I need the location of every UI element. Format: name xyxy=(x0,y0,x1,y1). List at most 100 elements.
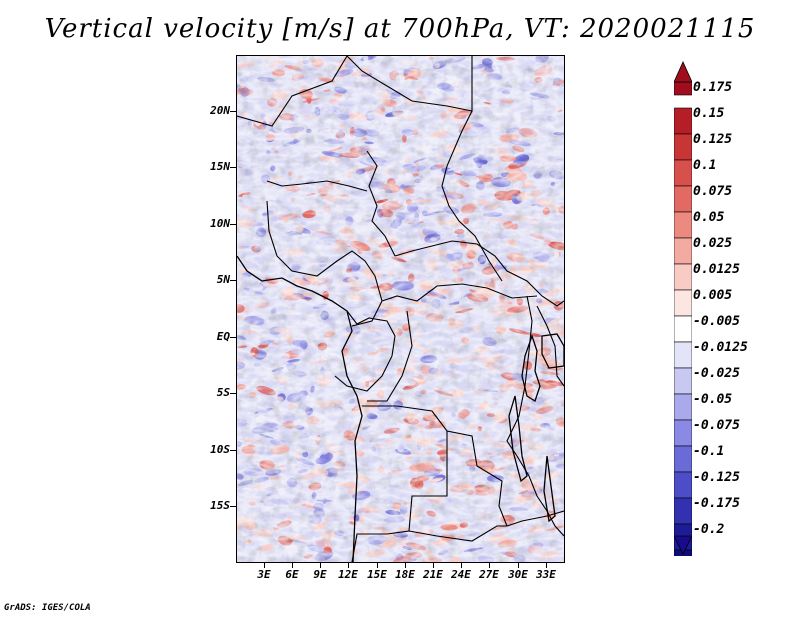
colorbar-label-0025: 0.025 xyxy=(693,236,733,251)
boundary-car-drc xyxy=(381,283,538,302)
colorbar-bottom-arrow xyxy=(674,535,692,555)
y-label-15s: 15S xyxy=(210,499,230,512)
x-tick-24e xyxy=(461,563,462,568)
colorbar-box-5 xyxy=(674,211,692,239)
colorbar-label-neg005: -0.05 xyxy=(693,392,733,407)
boundary-congo-gabon xyxy=(334,310,396,392)
grads-credit: GrADS: IGES/COLA xyxy=(4,603,91,613)
colorbar-box-3 xyxy=(674,159,692,187)
colorbar-label-neg0025: -0.025 xyxy=(693,366,740,381)
colorbar-label-00125: 0.0125 xyxy=(693,262,740,277)
colorbar-box-2 xyxy=(674,133,692,161)
map-panel xyxy=(236,55,565,563)
x-label-18e: 18E xyxy=(395,568,415,581)
colorbar-box-10 xyxy=(674,341,692,369)
colorbar-label-neg0005: -0.005 xyxy=(693,314,740,329)
colorbar-label-neg0125: -0.125 xyxy=(693,470,740,485)
plot-title: Vertical velocity [m/s] at 700hPa, VT: 2… xyxy=(44,14,756,44)
field-texture-dark xyxy=(237,56,564,562)
x-label-24e: 24E xyxy=(451,568,471,581)
y-tick-5s xyxy=(230,393,236,394)
x-label-3e: 3E xyxy=(257,568,271,581)
x-tick-33e xyxy=(546,563,547,568)
boundary-congo-drc xyxy=(367,310,413,402)
boundary-nigeria-cameroon xyxy=(266,200,383,327)
colorbar-box-8 xyxy=(674,289,692,317)
colorbar-box-14 xyxy=(674,445,692,473)
colorbar-box-9 xyxy=(674,315,692,343)
lake-malawi xyxy=(543,455,556,523)
x-label-6e: 6E xyxy=(285,568,299,581)
x-label-12e: 12E xyxy=(338,568,358,581)
x-tick-9e xyxy=(320,563,321,568)
y-tick-10n xyxy=(230,224,236,225)
boundary-car-sudan xyxy=(394,240,564,307)
colorbar-box-13 xyxy=(674,419,692,447)
colorbar-label-neg01: -0.1 xyxy=(693,444,725,459)
colorbar-label-0075: 0.075 xyxy=(693,184,733,199)
boundary-niger-chad xyxy=(366,150,396,257)
boundary-angola-drc xyxy=(362,405,508,527)
boundary-chad-sudan xyxy=(441,110,503,282)
x-tick-3e xyxy=(264,563,265,568)
colorbar-box-12 xyxy=(674,393,692,421)
lake-albert-edward xyxy=(521,333,541,402)
lakes xyxy=(237,255,564,562)
map-canvas xyxy=(237,56,564,562)
x-tick-6e xyxy=(292,563,293,568)
colorbar-top-arrow xyxy=(674,61,692,83)
colorbar xyxy=(674,61,692,556)
colorbar-label-015: 0.15 xyxy=(693,106,725,121)
colorbar-boxes xyxy=(674,81,692,556)
colorbar-box-1 xyxy=(674,107,692,135)
y-tick-eq xyxy=(230,337,236,338)
y-tick-10s xyxy=(230,450,236,451)
y-label-eq: EQ xyxy=(216,330,230,343)
y-label-20n: 20N xyxy=(210,104,230,117)
y-tick-20n xyxy=(230,111,236,112)
colorbar-label-005: 0.05 xyxy=(693,210,725,225)
x-label-21e: 21E xyxy=(423,568,443,581)
x-tick-30e xyxy=(518,563,519,568)
y-label-10n: 10N xyxy=(210,217,230,230)
colorbar-label-neg0175: -0.175 xyxy=(693,496,740,511)
y-label-5n: 5N xyxy=(216,273,230,286)
colorbar-label-neg02: -0.2 xyxy=(693,522,725,537)
x-label-33e: 33E xyxy=(536,568,556,581)
boundary-tanzania-malawi xyxy=(516,455,564,537)
lake-tanganyika xyxy=(508,395,528,483)
y-tick-15n xyxy=(230,167,236,168)
colorbar-label-0005: 0.005 xyxy=(693,288,733,303)
y-tick-5n xyxy=(230,280,236,281)
boundary-niger-nigeria xyxy=(266,180,368,192)
x-tick-21e xyxy=(433,563,434,568)
y-label-15n: 15N xyxy=(210,160,230,173)
colorbar-box-7 xyxy=(674,263,692,291)
x-label-9e: 9E xyxy=(313,568,327,581)
colorbar-box-11 xyxy=(674,367,692,395)
colorbar-box-6 xyxy=(674,237,692,265)
y-label-5s: 5S xyxy=(216,386,230,399)
x-tick-18e xyxy=(405,563,406,568)
colorbar-label-0175: 0.175 xyxy=(693,80,733,95)
colorbar-label-neg00125: -0.0125 xyxy=(693,340,748,355)
colorbar-box-4 xyxy=(674,185,692,213)
colorbar-box-0 xyxy=(674,81,692,96)
x-tick-12e xyxy=(348,563,349,568)
boundary-uganda-kenya xyxy=(536,305,564,387)
colorbar-label-neg0075: -0.075 xyxy=(693,418,740,433)
y-label-10s: 10S xyxy=(210,443,230,456)
colorbar-label-0125: 0.125 xyxy=(693,132,733,147)
x-tick-15e xyxy=(377,563,378,568)
colorbar-box-16 xyxy=(674,497,692,525)
boundary-namibia-zambia xyxy=(408,510,564,542)
x-label-30e: 30E xyxy=(508,568,528,581)
x-tick-27e xyxy=(489,563,490,568)
coastline-west-africa xyxy=(237,255,363,562)
colorbar-box-15 xyxy=(674,471,692,499)
boundary-algeria-libya xyxy=(237,56,348,127)
y-tick-15s xyxy=(230,506,236,507)
lake-victoria xyxy=(541,333,564,369)
colorbar-label-01: 0.1 xyxy=(693,158,717,173)
x-label-15e: 15E xyxy=(367,568,387,581)
